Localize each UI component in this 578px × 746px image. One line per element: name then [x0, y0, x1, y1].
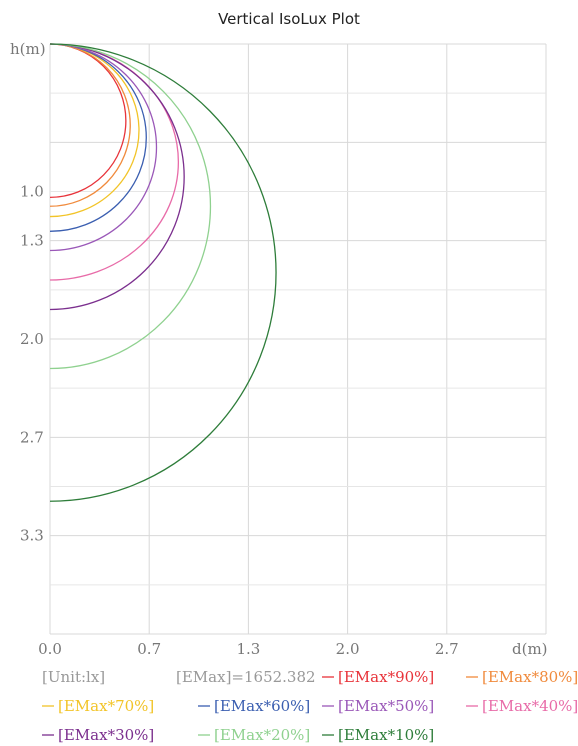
- y-tick-label: 2.7: [20, 428, 44, 446]
- legend-unit-label: [Unit:lx]: [42, 668, 105, 686]
- isolux-curve: [49, 43, 131, 207]
- legend-entry-label: [EMax*40%]: [482, 697, 578, 715]
- x-tick-label: 0.7: [137, 640, 161, 658]
- isolux-curve: [49, 43, 140, 218]
- isolux-curve: [49, 43, 277, 502]
- isolux-curve: [49, 43, 185, 311]
- x-tick-label: 2.0: [336, 640, 360, 658]
- x-tick-label: 2.7: [435, 640, 459, 658]
- tick-labels: 0.0 0.7 1.3 2.0 2.7 1.0 1.3 2.0 2.7 3.3: [20, 183, 459, 659]
- grid: [49, 43, 547, 635]
- y-tick-label: 3.3: [20, 527, 44, 545]
- legend-entry-label: [EMax*60%]: [214, 697, 310, 715]
- legend-entry-label: [EMax*50%]: [338, 697, 434, 715]
- y-tick-label: 1.0: [20, 183, 44, 201]
- legend-entry-label: [EMax*20%]: [214, 726, 310, 744]
- isolux-curves: [49, 43, 277, 502]
- legend-entry-label: [EMax*30%]: [58, 726, 154, 744]
- y-tick-label: 1.3: [20, 232, 44, 250]
- x-axis-label: d(m): [512, 640, 548, 658]
- y-axis-label: h(m): [10, 40, 46, 58]
- legend-entry-label: [EMax*80%]: [482, 668, 578, 686]
- legend: [Unit:lx] [EMax]=1652.382 [EMax*90%] [EMax*…: [42, 668, 578, 744]
- isolux-curve: [49, 43, 212, 370]
- legend-entry-label: [EMax*90%]: [338, 668, 434, 686]
- isolux-curve: [49, 43, 147, 232]
- legend-entry-label: [EMax*70%]: [58, 697, 154, 715]
- chart-title: Vertical IsoLux Plot: [218, 10, 360, 28]
- x-tick-label: 0.0: [38, 640, 62, 658]
- isolux-curve: [49, 43, 158, 252]
- x-tick-label: 1.3: [236, 640, 260, 658]
- legend-emax-label: [EMax]=1652.382: [176, 668, 316, 686]
- y-tick-label: 2.0: [20, 330, 44, 348]
- legend-entry-label: [EMax*10%]: [338, 726, 434, 744]
